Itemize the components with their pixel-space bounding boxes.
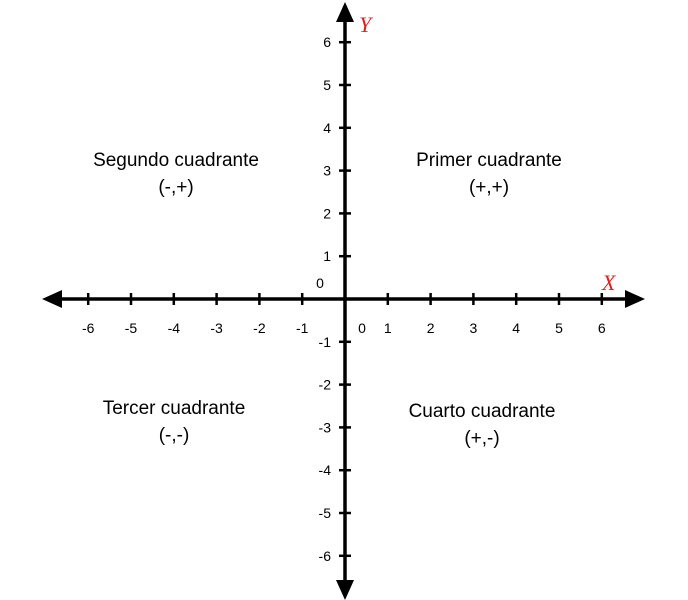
x-tick-label: -3 [210, 320, 223, 336]
tick-marks [86, 40, 604, 558]
x-tick-label: -2 [253, 320, 266, 336]
y-tick-label: 5 [323, 77, 331, 93]
x-axis-name: X [601, 270, 617, 295]
x-origin-label: 0 [358, 320, 366, 336]
x-tick-label: 1 [384, 320, 392, 336]
x-tick-label: -6 [82, 320, 95, 336]
quadrant-2-sign: (-,+) [158, 177, 193, 198]
quadrant-1-sign: (+,+) [469, 177, 509, 198]
quadrant-4-title: Cuarto cuadrante [409, 401, 556, 422]
y-tick-label: -3 [319, 419, 332, 435]
y-tick-label: -2 [319, 377, 332, 393]
y-origin-label: 0 [316, 275, 324, 291]
y-tick-label: 6 [323, 34, 331, 50]
x-tick-label: -5 [125, 320, 138, 336]
quadrant-4-sign: (+,-) [464, 428, 499, 449]
x-axis-left-arrow [42, 290, 62, 308]
y-tick-label: -5 [319, 505, 332, 521]
quadrant-3-sign: (-,-) [159, 425, 190, 446]
y-tick-label: 4 [323, 120, 331, 136]
x-tick-label: 4 [512, 320, 520, 336]
quadrant-2-title: Segundo cuadrante [93, 150, 259, 171]
x-tick-label: -4 [168, 320, 181, 336]
quadrant-3-title: Tercer cuadrante [103, 398, 246, 419]
x-tick-label: -1 [296, 320, 309, 336]
x-tick-label: 6 [598, 320, 606, 336]
axes [42, 2, 645, 600]
x-axis-right-arrow [625, 290, 645, 308]
y-axis-top-arrow [336, 2, 354, 22]
y-tick-label: 2 [323, 205, 331, 221]
y-tick-label: -4 [319, 462, 332, 478]
y-axis-bottom-arrow [336, 580, 354, 600]
quadrant-1-title: Primer cuadrante [416, 150, 562, 171]
x-tick-label: 2 [427, 320, 435, 336]
tick-labels: -6 -5 -4 -3 -2 -1 1 2 3 4 5 6 -6 -5 -4 -3 -2 -1 1 2 3 4 5 6 [82, 34, 606, 564]
x-tick-label: 3 [470, 320, 478, 336]
y-axis-name: Y [359, 12, 374, 37]
y-tick-label: 3 [323, 163, 331, 179]
y-tick-label: 1 [323, 248, 331, 264]
y-tick-label: -6 [319, 548, 332, 564]
y-tick-label: -1 [319, 334, 332, 350]
x-tick-label: 5 [555, 320, 563, 336]
